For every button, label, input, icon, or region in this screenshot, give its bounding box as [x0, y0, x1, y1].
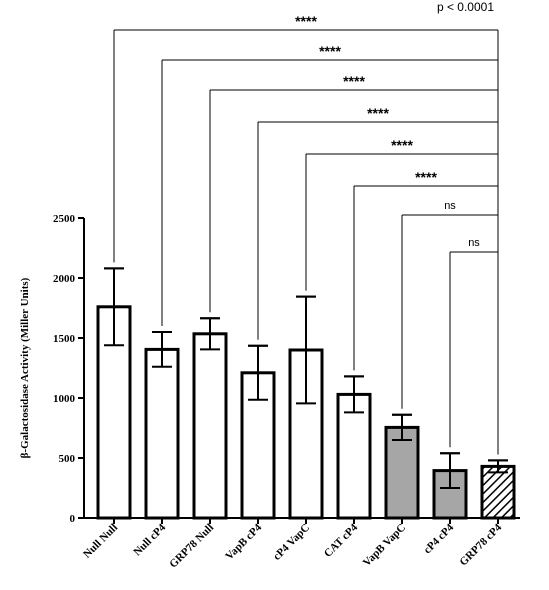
p-value-label: p < 0.0001 — [437, 0, 494, 14]
significance-label: ns — [468, 237, 480, 249]
significance-label: **** — [367, 105, 389, 121]
x-tick-label: GRP78 Null — [167, 522, 216, 571]
y-axis-label: β-Galactosidase Activity (Miller Units) — [19, 277, 31, 458]
significance-label: **** — [391, 137, 413, 153]
significance-label: **** — [319, 43, 341, 59]
y-tick-label: 2000 — [53, 273, 76, 285]
significance-label: **** — [343, 73, 365, 89]
significance-label: **** — [415, 169, 437, 185]
x-tick-label: Null cP4 — [131, 521, 168, 558]
x-tick-label: cP4 VapC — [271, 522, 312, 563]
bar — [144, 347, 180, 520]
y-tick-label: 500 — [59, 453, 76, 465]
significance-label: ns — [444, 200, 456, 212]
x-tick-label: GRP78 cP4 — [457, 521, 504, 568]
bar — [192, 332, 228, 520]
x-tick-label: cP4 cP4 — [422, 521, 457, 556]
x-tick-label: VapB VapC — [361, 522, 408, 569]
x-tick-label: VapB cP4 — [223, 521, 264, 562]
y-tick-label: 2500 — [53, 213, 76, 225]
x-tick-label: CAT cP4 — [322, 521, 361, 560]
x-tick-label: Null Null — [81, 522, 120, 561]
y-tick-label: 1500 — [53, 333, 76, 345]
bar — [480, 464, 516, 520]
significance-label: **** — [295, 13, 317, 29]
bar — [384, 425, 420, 520]
y-tick-label: 1000 — [53, 393, 76, 405]
y-tick-label: 0 — [70, 513, 76, 525]
